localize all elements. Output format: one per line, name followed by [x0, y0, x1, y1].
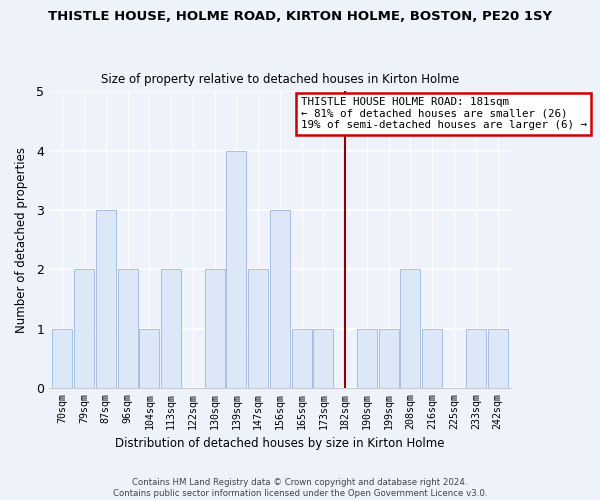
Bar	[400, 269, 421, 388]
Bar	[313, 328, 334, 388]
Bar	[118, 269, 137, 388]
Title: Size of property relative to detached houses in Kirton Holme: Size of property relative to detached ho…	[101, 73, 459, 86]
Bar	[52, 328, 72, 388]
Text: THISTLE HOUSE HOLME ROAD: 181sqm
← 81% of detached houses are smaller (26)
19% o: THISTLE HOUSE HOLME ROAD: 181sqm ← 81% o…	[301, 98, 587, 130]
Bar	[248, 269, 268, 388]
Bar	[226, 150, 247, 388]
Bar	[74, 269, 94, 388]
Bar	[139, 328, 160, 388]
Bar	[357, 328, 377, 388]
Bar	[488, 328, 508, 388]
Bar	[270, 210, 290, 388]
Text: Contains HM Land Registry data © Crown copyright and database right 2024.
Contai: Contains HM Land Registry data © Crown c…	[113, 478, 487, 498]
Bar	[379, 328, 399, 388]
Bar	[96, 210, 116, 388]
Bar	[161, 269, 181, 388]
Y-axis label: Number of detached properties: Number of detached properties	[15, 146, 28, 332]
Bar	[292, 328, 311, 388]
X-axis label: Distribution of detached houses by size in Kirton Holme: Distribution of detached houses by size …	[115, 437, 445, 450]
Bar	[422, 328, 442, 388]
Bar	[205, 269, 224, 388]
Bar	[466, 328, 486, 388]
Text: THISTLE HOUSE, HOLME ROAD, KIRTON HOLME, BOSTON, PE20 1SY: THISTLE HOUSE, HOLME ROAD, KIRTON HOLME,…	[48, 10, 552, 23]
